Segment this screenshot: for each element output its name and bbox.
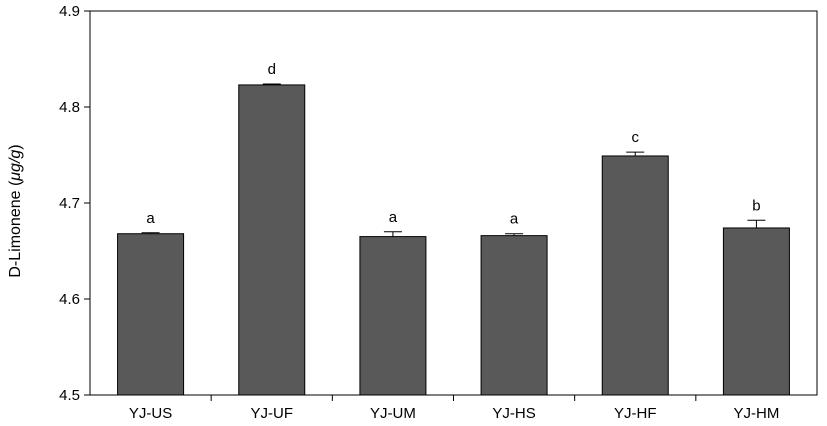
plot-frame [89, 10, 818, 396]
bar [480, 235, 548, 396]
axes [89, 10, 818, 396]
y-axis-title-prefix: D-Limonene ( [7, 180, 24, 278]
significance-label: a [389, 209, 398, 226]
y-tick-label: 4.6 [59, 291, 80, 308]
significance-label: a [510, 211, 519, 228]
x-tick-label: YJ-UM [370, 405, 416, 422]
significance-label: a [146, 210, 155, 227]
bar [722, 227, 790, 396]
y-axis-title-unit: μg/g [7, 150, 24, 182]
y-tick-label: 4.9 [59, 3, 80, 20]
x-tick-label: YJ-US [129, 405, 172, 422]
bar [601, 155, 669, 396]
x-tick-label: YJ-HF [614, 405, 657, 422]
y-axis-title-suffix: ) [7, 144, 24, 149]
bar [359, 236, 427, 396]
bars: a d a a c b [117, 61, 790, 396]
significance-label: d [268, 61, 276, 78]
x-tick-label: YJ-UF [251, 405, 294, 422]
x-tick-label: YJ-HM [734, 405, 780, 422]
x-tick-label: YJ-HS [492, 405, 535, 422]
bar [238, 84, 306, 396]
significance-label: c [632, 129, 640, 146]
significance-label: b [752, 197, 760, 214]
y-tick-label: 4.8 [59, 99, 80, 116]
y-tick-label: 4.7 [59, 195, 80, 212]
svg-text:D-Limonene (μg/g): D-Limonene (μg/g) [7, 144, 24, 277]
y-tick-label: 4.5 [59, 387, 80, 404]
y-axis-ticks: 4.5 4.6 4.7 4.8 4.9 [59, 3, 90, 404]
x-axis-ticks: YJ-US YJ-UF YJ-UM YJ-HS YJ-HF YJ-HM [129, 395, 779, 422]
bar [117, 233, 185, 396]
y-axis-title: D-Limonene (μg/g) [7, 144, 24, 277]
